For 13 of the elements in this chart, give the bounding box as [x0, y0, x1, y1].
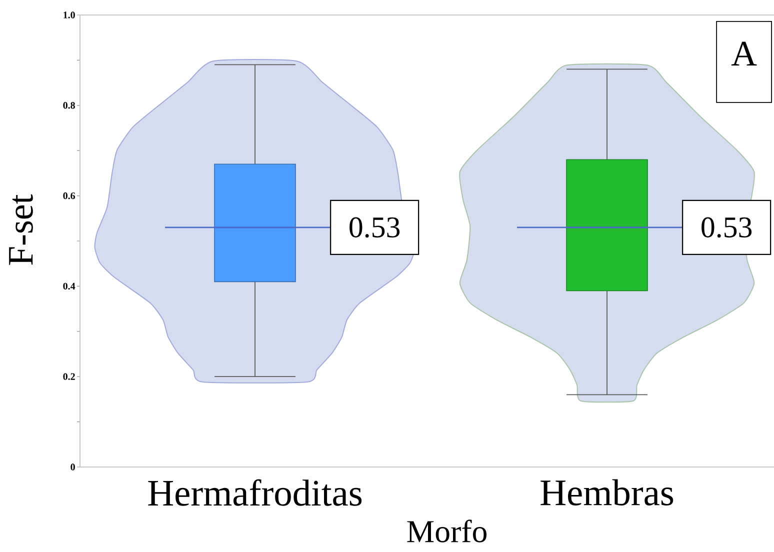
annotation: 0.53 — [702, 217, 752, 238]
x-axis-title: Morfo — [407, 520, 486, 542]
y-tick-label: 0.2 — [63, 373, 75, 380]
y-tick-label: 1.0 — [64, 12, 75, 18]
annotation: 0.53 — [350, 217, 400, 238]
y-tick-label: 0.4 — [63, 282, 76, 290]
y-axis-title: F-set — [9, 194, 33, 265]
y-tick-label: 0.8 — [63, 102, 75, 109]
x-tick-label: Hembras — [540, 479, 674, 506]
y-tick-label: 0 — [70, 464, 75, 470]
annotation: A — [731, 42, 757, 66]
x-tick-label: Hermafroditas — [148, 479, 362, 506]
y-tick-label: 0.6 — [63, 192, 76, 200]
